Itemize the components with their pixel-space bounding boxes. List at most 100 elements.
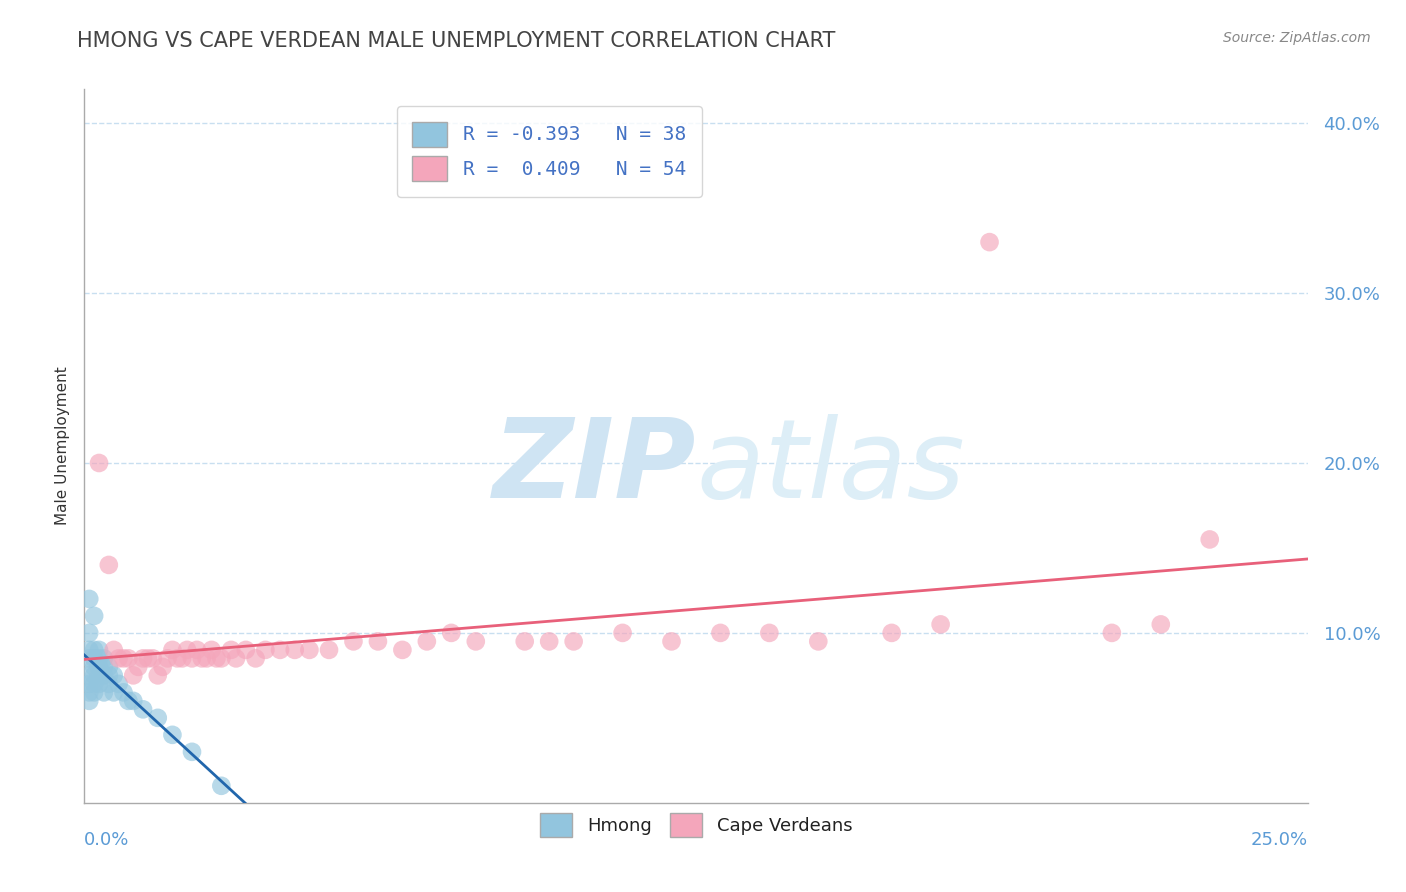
Point xyxy=(103,685,125,699)
Point xyxy=(87,668,110,682)
Point xyxy=(298,643,321,657)
Point xyxy=(77,668,100,682)
Point xyxy=(112,685,135,699)
Point xyxy=(103,643,125,657)
Point xyxy=(87,660,110,674)
Point xyxy=(254,643,277,657)
Point xyxy=(342,634,364,648)
Point xyxy=(225,651,247,665)
Point xyxy=(709,626,731,640)
Point xyxy=(1150,617,1173,632)
Point xyxy=(97,660,120,674)
Legend: Hmong, Cape Verdeans: Hmong, Cape Verdeans xyxy=(533,806,859,844)
Point xyxy=(464,634,486,648)
Point xyxy=(122,694,145,708)
Point xyxy=(107,651,129,665)
Point xyxy=(176,643,198,657)
Point xyxy=(77,677,100,691)
Point xyxy=(562,634,585,648)
Point xyxy=(83,685,105,699)
Point xyxy=(122,668,145,682)
Point xyxy=(318,643,340,657)
Point xyxy=(181,745,204,759)
Point xyxy=(97,668,120,682)
Point xyxy=(77,685,100,699)
Point xyxy=(152,660,174,674)
Point xyxy=(87,651,110,665)
Point xyxy=(77,626,100,640)
Text: atlas: atlas xyxy=(696,414,965,521)
Point xyxy=(87,643,110,657)
Point xyxy=(416,634,439,648)
Point xyxy=(77,651,100,665)
Point xyxy=(83,668,105,682)
Point xyxy=(146,711,169,725)
Point xyxy=(440,626,463,640)
Point xyxy=(93,651,115,665)
Point xyxy=(245,651,267,665)
Point xyxy=(83,677,105,691)
Point xyxy=(979,235,1001,249)
Point xyxy=(880,626,903,640)
Point xyxy=(97,677,120,691)
Point xyxy=(87,677,110,691)
Point xyxy=(146,668,169,682)
Point xyxy=(538,634,561,648)
Point xyxy=(219,643,242,657)
Point xyxy=(269,643,291,657)
Point xyxy=(83,608,105,623)
Point xyxy=(612,626,634,640)
Point xyxy=(77,694,100,708)
Point xyxy=(142,651,165,665)
Point xyxy=(191,651,214,665)
Point xyxy=(205,651,228,665)
Point xyxy=(235,643,257,657)
Point xyxy=(136,651,159,665)
Point xyxy=(83,660,105,674)
Point xyxy=(200,643,222,657)
Point xyxy=(162,643,184,657)
Point xyxy=(97,558,120,572)
Point xyxy=(83,651,105,665)
Text: Source: ZipAtlas.com: Source: ZipAtlas.com xyxy=(1223,31,1371,45)
Point xyxy=(166,651,188,665)
Point xyxy=(87,456,110,470)
Point xyxy=(83,643,105,657)
Point xyxy=(127,660,149,674)
Point xyxy=(77,643,100,657)
Point xyxy=(513,634,536,648)
Point xyxy=(1101,626,1123,640)
Point xyxy=(661,634,683,648)
Point xyxy=(107,677,129,691)
Text: HMONG VS CAPE VERDEAN MALE UNEMPLOYMENT CORRELATION CHART: HMONG VS CAPE VERDEAN MALE UNEMPLOYMENT … xyxy=(77,31,835,51)
Point xyxy=(93,685,115,699)
Point xyxy=(929,617,952,632)
Point xyxy=(172,651,194,665)
Point xyxy=(112,651,135,665)
Text: ZIP: ZIP xyxy=(492,414,696,521)
Point xyxy=(162,728,184,742)
Y-axis label: Male Unemployment: Male Unemployment xyxy=(55,367,70,525)
Point xyxy=(156,651,179,665)
Point xyxy=(117,651,139,665)
Point xyxy=(93,660,115,674)
Point xyxy=(1198,533,1220,547)
Text: 25.0%: 25.0% xyxy=(1250,831,1308,849)
Point xyxy=(103,668,125,682)
Point xyxy=(77,591,100,606)
Point xyxy=(758,626,780,640)
Point xyxy=(181,651,204,665)
Point xyxy=(117,694,139,708)
Point xyxy=(186,643,208,657)
Point xyxy=(391,643,413,657)
Point xyxy=(93,668,115,682)
Point xyxy=(367,634,389,648)
Text: 0.0%: 0.0% xyxy=(84,831,129,849)
Point xyxy=(284,643,307,657)
Point xyxy=(807,634,830,648)
Point xyxy=(132,651,155,665)
Point xyxy=(209,779,232,793)
Point xyxy=(195,651,218,665)
Point xyxy=(209,651,232,665)
Point xyxy=(132,702,155,716)
